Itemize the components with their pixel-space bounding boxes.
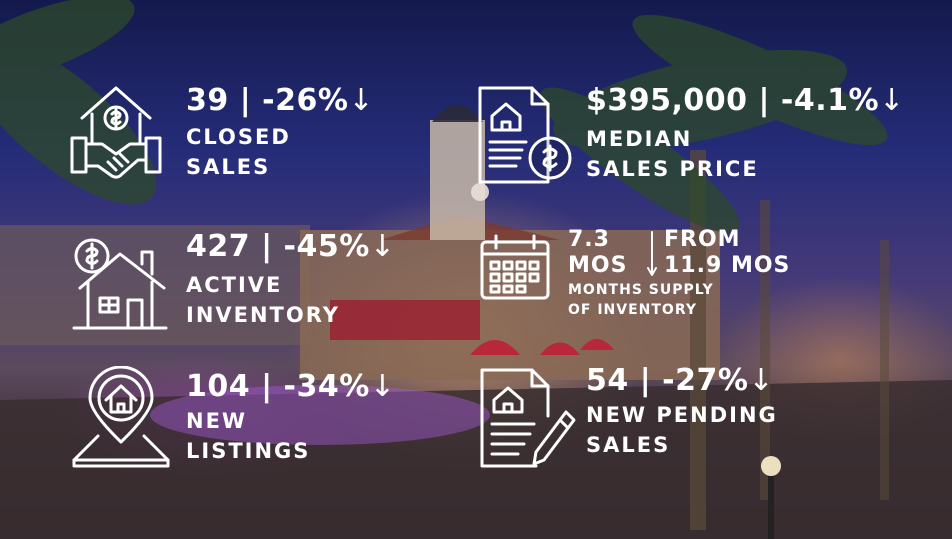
new-pending-stat: 54 | -27%↓ NEW PENDING SALES	[586, 364, 778, 460]
calendar-icon	[478, 232, 552, 302]
median-price-change: -4.1%	[780, 83, 880, 118]
median-price-stat: $395,000 | -4.1%↓ MEDIAN SALES PRICE	[586, 84, 905, 184]
closed-sales-value: 39	[186, 83, 229, 118]
document-house-dollar-icon	[476, 84, 576, 188]
closed-sales-change: -26%	[262, 83, 349, 118]
active-inventory-value: 427	[186, 229, 251, 264]
active-inventory-change: -45%	[283, 229, 370, 264]
document-pen-icon	[478, 366, 578, 472]
down-arrow-icon: ↓	[369, 229, 396, 264]
new-pending-label-line2: SALES	[586, 433, 671, 457]
new-pending-value: 54	[586, 363, 629, 398]
new-pending-label-line1: NEW PENDING	[586, 403, 778, 427]
new-pending-headline: 54 | -27%↓	[586, 363, 775, 398]
new-listings-stat: 104 | -34%↓ NEW LISTINGS	[186, 370, 395, 466]
down-arrow-icon: ↓	[348, 83, 375, 118]
months-supply-current: 7.3	[568, 227, 610, 252]
active-inventory-label-line1: ACTIVE	[186, 273, 283, 297]
closed-sales-stat: 39 | -26%↓ CLOSED SALES	[186, 84, 374, 182]
months-supply-label-line1: MONTHS SUPPLY	[568, 282, 714, 298]
months-supply-from-label: FROM	[664, 227, 741, 252]
median-price-headline: $395,000 | -4.1%↓	[586, 83, 905, 118]
new-listings-label-line2: LISTINGS	[186, 439, 311, 463]
new-listings-value: 104	[186, 369, 251, 404]
median-price-value: $395,000	[586, 83, 748, 118]
median-price-label-line2: SALES PRICE	[586, 157, 759, 181]
active-inventory-stat: 427 | -45%↓ ACTIVE INVENTORY	[186, 230, 395, 330]
closed-sales-label-line2: SALES	[186, 155, 271, 179]
months-supply-stat: 7.3 MOS FROM 11.9 MOS MONTHS SUPPLY OF I…	[568, 227, 789, 322]
new-listings-change: -34%	[283, 369, 370, 404]
down-arrow-icon: ↓	[748, 363, 775, 398]
active-inventory-headline: 427 | -45%↓	[186, 229, 396, 264]
new-pending-change: -27%	[662, 363, 749, 398]
location-pin-house-icon	[68, 366, 174, 470]
new-listings-label-line1: NEW	[186, 409, 248, 433]
active-inventory-label-line2: INVENTORY	[186, 303, 340, 327]
median-price-label-line1: MEDIAN	[586, 127, 693, 151]
house-dollar-sign-icon	[70, 234, 170, 334]
down-arrow-icon	[646, 230, 658, 282]
down-arrow-icon: ↓	[369, 369, 396, 404]
down-arrow-icon: ↓	[879, 83, 905, 118]
closed-sales-label-line1: CLOSED	[186, 125, 291, 149]
house-dollar-handshake-icon	[68, 80, 164, 188]
closed-sales-headline: 39 | -26%↓	[186, 83, 375, 118]
months-supply-label-line2: OF INVENTORY	[568, 302, 697, 318]
months-supply-previous: 11.9 MOS	[664, 253, 791, 278]
new-listings-headline: 104 | -34%↓	[186, 369, 396, 404]
months-supply-current-unit: MOS	[568, 253, 628, 278]
